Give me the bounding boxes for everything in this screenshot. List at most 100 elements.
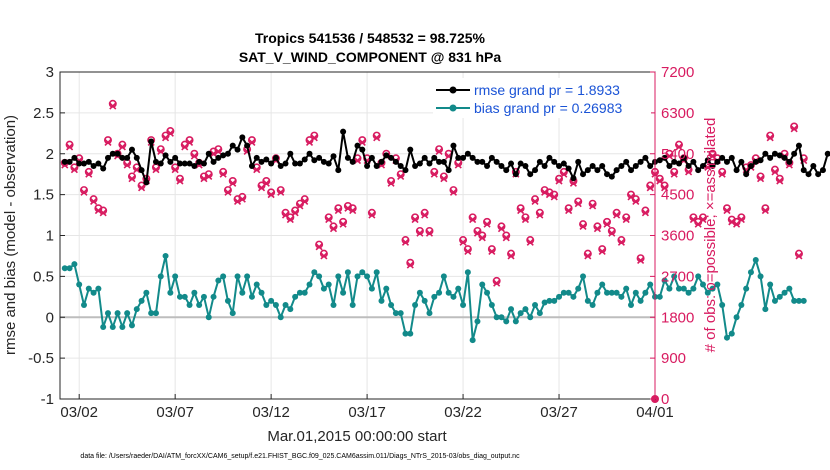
rmse-point [584, 167, 591, 174]
bias-point [402, 330, 409, 337]
rmse-point [580, 171, 587, 178]
y-axis-left: -1 -0.5 0 0.5 1 1.5 2 2.5 3 [28, 64, 65, 408]
bias-point [368, 285, 375, 292]
rmse-point [104, 154, 111, 161]
rmse-point [637, 158, 644, 165]
rmse-point [412, 163, 419, 170]
x-tick-label: 03/22 [444, 404, 482, 421]
obs-assimilated-point [469, 216, 477, 224]
rmse-point [628, 167, 635, 174]
x-axis: 03/02 03/07 03/12 03/17 03/22 03/27 04/01 [60, 394, 674, 421]
bias-point [181, 293, 188, 300]
rmse-point [359, 146, 366, 153]
rmse-point [287, 150, 294, 157]
rmse-point [666, 163, 673, 170]
x-tick-label: 04/01 [636, 404, 674, 421]
obs-assimilated-point [675, 143, 683, 151]
bias-point [431, 293, 438, 300]
bias-point [522, 306, 529, 313]
bias-point [479, 281, 486, 288]
bias-point [464, 269, 471, 276]
obs-assimilated-point [646, 184, 654, 192]
rmse-point [306, 150, 313, 157]
obs-assimilated-point [157, 147, 165, 156]
bias-point [584, 297, 591, 304]
rmse-point [536, 158, 543, 165]
obs-assimilated-point [209, 150, 218, 158]
obs-assimilated-point [262, 179, 270, 187]
legend-rmse-marker [449, 86, 457, 94]
y-tick-label: 0 [46, 309, 54, 326]
bias-point [699, 281, 706, 288]
obs-assimilated-point [430, 170, 438, 178]
rmse-point [738, 158, 745, 165]
obs-assimilated-point [301, 197, 309, 206]
obs-assimilated-point [334, 206, 342, 215]
bias-point [704, 289, 711, 296]
rmse-point [575, 158, 582, 165]
rmse-point [791, 150, 798, 157]
rmse-point [330, 153, 337, 160]
obs-assimilated-point [70, 166, 78, 174]
bias-point [714, 281, 721, 288]
obs-assimilated-point [622, 216, 630, 224]
bias-point [191, 289, 198, 296]
rmse-point [229, 142, 236, 149]
rmse-point [661, 154, 668, 161]
y2-tick-label: 2700 [661, 268, 694, 285]
bias-point [781, 289, 788, 296]
rmse-point [464, 150, 471, 157]
bias-point [71, 261, 78, 268]
rmse-point [599, 163, 606, 170]
obs-assimilated-point [267, 191, 275, 199]
y2-tick-label: 6300 [661, 105, 694, 122]
obs-assimilated-point [507, 252, 515, 260]
bias-point [407, 330, 414, 337]
rmse-point [109, 150, 116, 157]
rmse-point [148, 138, 155, 145]
rmse-point [805, 171, 812, 178]
obs-assimilated-point [593, 225, 601, 233]
rmse-point [431, 154, 438, 161]
obs-assimilated-point [205, 172, 213, 181]
rmse-point [325, 160, 332, 167]
obs-assimilated-point [90, 197, 98, 206]
bias-point [392, 310, 399, 317]
obs-assimilated-point [598, 247, 606, 255]
bias-point [330, 301, 337, 308]
bias-point [671, 273, 678, 280]
rmse-point [301, 156, 308, 163]
bias-point [599, 281, 606, 288]
x-tick-label: 03/07 [156, 404, 194, 421]
bias-point [709, 285, 716, 292]
obs-assimilated-point [565, 206, 573, 215]
rmse-point [594, 167, 601, 174]
rmse-point [551, 158, 558, 165]
bias-point [551, 297, 558, 304]
rmse-point [76, 160, 83, 167]
rmse-point [349, 158, 356, 165]
chart-subtitle: SAT_V_WIND_COMPONENT @ 831 hPa [239, 49, 502, 65]
rmse-point [656, 157, 663, 164]
rmse-point [618, 163, 625, 170]
bias-point [301, 289, 308, 296]
bias-point [90, 289, 97, 296]
bias-point [623, 285, 630, 292]
rmse-point [407, 146, 414, 153]
obs-assimilated-point [339, 220, 347, 228]
bias-point [556, 293, 563, 300]
bias-point [690, 285, 697, 292]
bias-point [364, 273, 371, 280]
rmse-point [781, 154, 788, 161]
rmse-point [186, 160, 193, 167]
bias-point [426, 310, 433, 317]
rmse-point [824, 150, 830, 157]
bias-point [580, 273, 587, 280]
rmse-point [143, 179, 150, 186]
bias-point [167, 289, 174, 296]
y2-tick-label: 5400 [661, 146, 694, 163]
series-layer [61, 128, 830, 344]
obs-assimilated-point [190, 152, 198, 160]
rmse-point [282, 160, 289, 167]
rmse-point [95, 160, 102, 167]
